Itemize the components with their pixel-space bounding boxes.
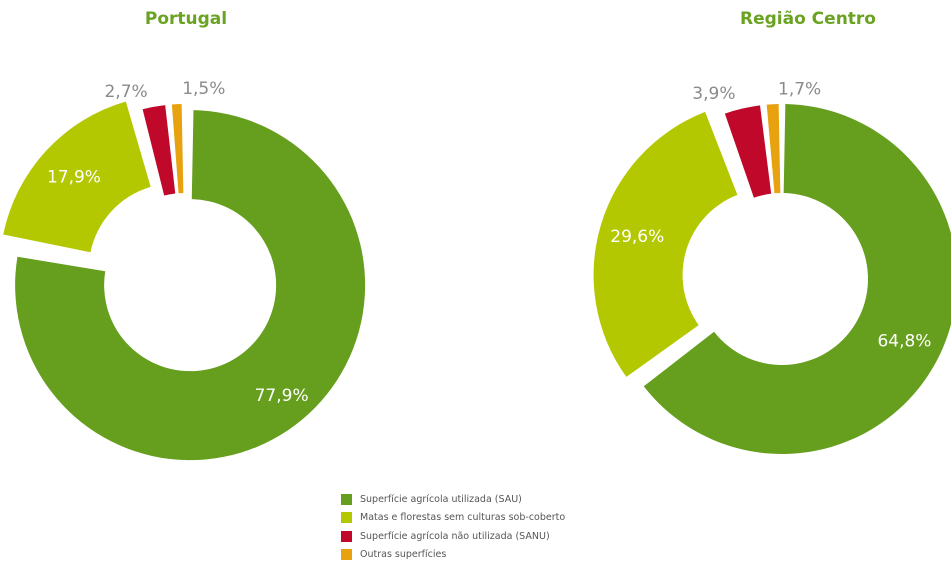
data-label-outras: 1,5% xyxy=(182,79,225,99)
legend-item-outras: Outras superfícies xyxy=(341,546,565,565)
data-label-sau: 64,8% xyxy=(877,331,931,351)
legend-swatch-matas xyxy=(341,512,352,524)
slice-sanu xyxy=(142,105,176,196)
legend-label-sau: Superfície agrícola utilizada (SAU) xyxy=(360,493,522,505)
donut-chart-regiao-centro: Região Centro 64,8% 29,6% 3,9% 1,7% xyxy=(593,9,951,454)
slice-matas xyxy=(593,111,738,377)
slice-outras xyxy=(766,104,781,194)
legend: Superfície agrícola utilizada (SAU) Mata… xyxy=(341,490,565,564)
legend-label-sanu: Superfície agrícola não utilizada (SANU) xyxy=(360,530,550,542)
data-label-sanu: 2,7% xyxy=(104,82,147,102)
slice-outras xyxy=(171,104,184,194)
data-label-matas: 29,6% xyxy=(610,227,664,247)
legend-item-sau: Superfície agrícola utilizada (SAU) xyxy=(341,490,565,509)
legend-item-sanu: Superfície agrícola não utilizada (SANU) xyxy=(341,527,565,546)
chart-title: Região Centro xyxy=(740,9,876,29)
data-label-matas: 17,9% xyxy=(47,168,101,188)
donut-chart-portugal: Portugal 77,9% 17,9% 2,7% 1,5% xyxy=(3,9,366,461)
slice-sanu xyxy=(724,105,772,198)
data-label-outras: 1,7% xyxy=(778,79,821,99)
legend-swatch-sau xyxy=(341,493,352,505)
slice-sau xyxy=(643,104,951,454)
chart-title: Portugal xyxy=(145,9,227,29)
data-label-sau: 77,9% xyxy=(255,386,309,406)
legend-item-matas: Matas e florestas sem culturas sob-cober… xyxy=(341,509,565,528)
legend-label-outras: Outras superfícies xyxy=(360,549,447,561)
legend-label-matas: Matas e florestas sem culturas sob-cober… xyxy=(360,512,566,524)
slice-matas xyxy=(3,101,151,253)
data-label-sanu: 3,9% xyxy=(692,84,735,104)
slice-sau xyxy=(15,110,366,461)
legend-swatch-sanu xyxy=(341,530,352,542)
legend-swatch-outras xyxy=(341,549,352,561)
